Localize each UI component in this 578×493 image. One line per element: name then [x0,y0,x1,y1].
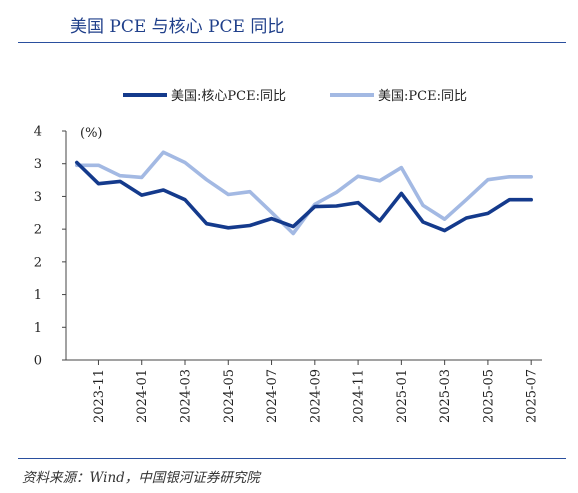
chart-title: 美国 PCE 与核心 PCE 同比 [70,17,285,37]
legend-core-pce-label: 美国:核心PCE:同比 [171,89,286,104]
y-tick-label: 1 [34,321,42,336]
y-unit-label: (%) [80,126,103,141]
y-tick-label: 2 [34,255,42,270]
x-tick-label: 2023-11 [92,369,107,423]
y-tick-label: 0 [34,354,42,369]
y-tick-label: 3 [34,157,42,172]
x-tick-label: 2024-09 [308,369,323,423]
y-tick-label: 1 [34,288,42,303]
legend-pce-label: 美国:PCE:同比 [378,89,467,104]
y-tick-label: 3 [34,190,42,205]
core-pce-series-line [75,160,534,233]
x-tick-label: 2024-01 [135,369,150,423]
x-tick-label: 2025-05 [481,369,496,423]
source-note: 资料来源：Wind，中国银河证券研究院 [22,470,260,486]
source-divider [18,458,566,459]
x-tick-label: 2024-07 [265,369,280,423]
y-tick-label: 2 [34,223,42,238]
x-tick-label: 2024-11 [352,369,367,423]
x-tick-label: 2024-05 [222,369,237,423]
x-tick-label: 2025-03 [438,369,453,423]
x-tick-label: 2025-01 [395,369,410,423]
x-tick-label: 2025-07 [525,369,540,423]
y-tick-label: 4 [34,125,42,140]
title-divider [18,42,566,43]
line-chart: 0 1 1 2 2 3 3 4 (%) 2023-11 2024-01 2024-03 2024-05 2… [34,89,542,423]
x-tick-label: 2024-03 [179,369,194,423]
